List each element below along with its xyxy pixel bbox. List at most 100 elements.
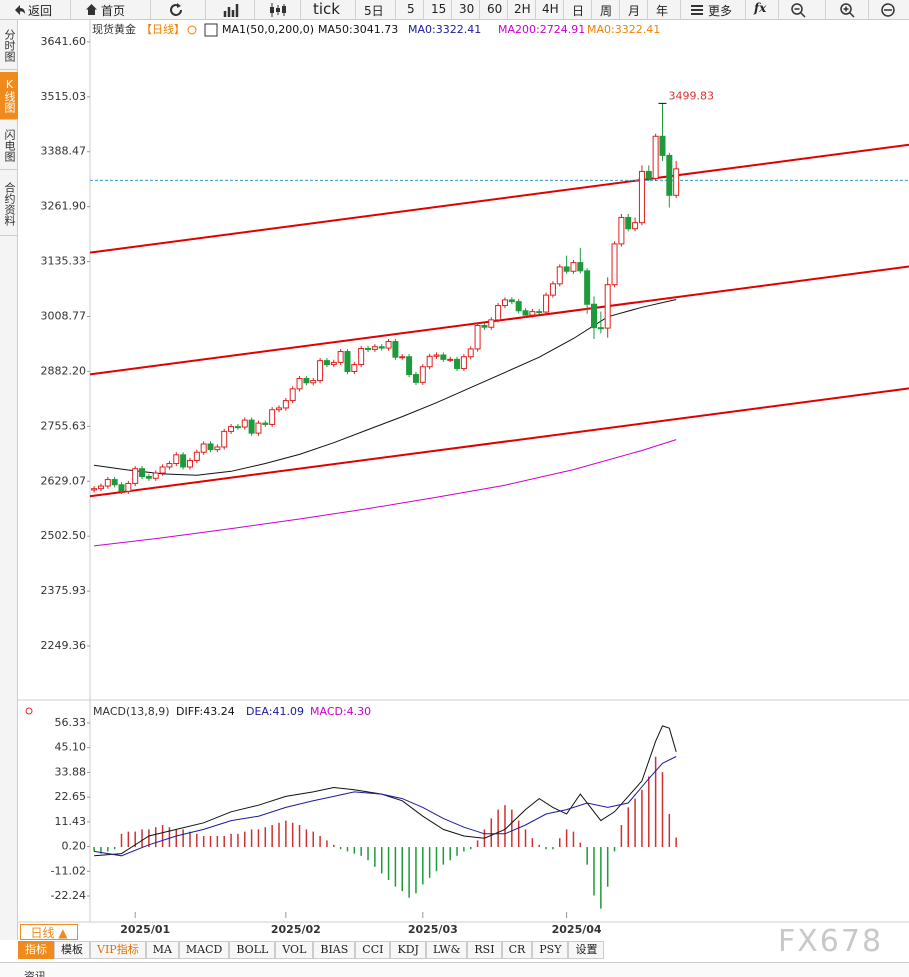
candle-body	[91, 488, 98, 491]
x-tick-label: 2025/03	[408, 923, 458, 936]
candle-body	[481, 325, 488, 328]
candle-body	[508, 299, 515, 303]
indicator-tab[interactable]: MA	[145, 941, 179, 959]
period-button[interactable]: tick	[313, 0, 340, 18]
x-tick-label: 2025/04	[552, 923, 602, 936]
period-button[interactable]: 日	[572, 4, 585, 18]
candle-body	[186, 459, 193, 468]
indicator-tab[interactable]: BOLL	[229, 941, 276, 959]
y-tick-label: 2755.63	[41, 419, 87, 432]
indicator-tab[interactable]: MACD	[178, 941, 230, 959]
y-tick-label: 3388.47	[41, 145, 87, 158]
y-tick-label: 22.65	[55, 790, 87, 803]
indicator-label: MA0:3322.41	[408, 23, 481, 36]
side-tab[interactable]: 合约资料	[0, 172, 18, 236]
y-tick-label: 3261.90	[41, 200, 87, 213]
period-button[interactable]: 周	[600, 4, 613, 18]
candle-body	[241, 419, 248, 428]
candle-body	[385, 341, 392, 349]
candle-body	[515, 301, 522, 312]
zoom-in-button[interactable]	[839, 2, 855, 18]
candle-body	[625, 216, 632, 230]
candle-body	[159, 466, 166, 474]
candle-body	[433, 354, 440, 357]
candle-body	[543, 294, 550, 313]
indicator-tab[interactable]: PSY	[532, 941, 569, 959]
indicator-tab[interactable]: CCI	[355, 941, 391, 959]
candle-body	[632, 222, 639, 230]
y-tick-label: 3515.03	[41, 90, 87, 103]
period-button[interactable]: 5	[407, 2, 415, 16]
candle-body	[426, 355, 433, 368]
candle-body	[638, 170, 645, 224]
zoom-out-button[interactable]	[790, 2, 806, 18]
refresh-button[interactable]	[168, 2, 184, 18]
candle-body	[673, 168, 680, 196]
add-icon[interactable]	[187, 25, 197, 35]
chart-title: 现货黄金	[92, 22, 136, 36]
candle-body	[645, 170, 652, 179]
indicator-tab[interactable]: CR	[501, 941, 533, 959]
side-tab[interactable]: 分时图	[0, 22, 18, 70]
indicator-line	[94, 756, 677, 857]
y-tick-label: -22.24	[51, 889, 86, 902]
candle-button[interactable]	[268, 2, 288, 18]
candle-body	[139, 468, 146, 478]
fullscreen-button[interactable]	[879, 2, 897, 18]
candle-body	[303, 377, 310, 384]
candle-body	[282, 400, 289, 409]
period-button[interactable]: 2H	[514, 2, 531, 16]
bar-chart-button[interactable]	[223, 2, 241, 18]
indicator-tab[interactable]: KDJ	[390, 941, 426, 959]
indicator-tab[interactable]: 设置	[568, 941, 605, 959]
side-tab[interactable]: 闪电图	[0, 122, 18, 170]
period-button[interactable]: 年	[656, 4, 669, 18]
fx-button[interactable]: fx	[754, 1, 767, 15]
candle-body	[536, 311, 543, 314]
period-button[interactable]: 30	[459, 2, 475, 16]
indicator-tab[interactable]: VIP指标	[90, 941, 146, 959]
more-button[interactable]: 更多	[708, 4, 733, 18]
candle-body	[563, 266, 570, 272]
candle-body	[289, 388, 296, 402]
period-button[interactable]: 4H	[542, 2, 559, 16]
indicator-icon[interactable]	[204, 23, 218, 37]
candle-body	[296, 377, 303, 390]
period-button[interactable]: 月	[628, 4, 641, 18]
back-icon	[15, 5, 25, 15]
side-tab[interactable]: K线图	[0, 72, 18, 120]
candle-body	[577, 262, 584, 272]
period-select[interactable]: 日线 ▲	[20, 924, 78, 940]
candle-body	[180, 454, 187, 468]
candle-body	[570, 262, 577, 272]
y-tick-label: 2502.50	[41, 529, 87, 542]
indicator-tab[interactable]: VOL	[275, 941, 314, 959]
period-button[interactable]: 60	[487, 2, 503, 16]
home-button[interactable]: 首页	[101, 4, 126, 18]
indicator-label: DEA:41.09	[246, 705, 304, 718]
y-tick-label: 2249.36	[41, 639, 87, 652]
watermark: FX678	[778, 924, 884, 959]
y-tick-label: -11.02	[51, 864, 86, 877]
candle-body	[248, 419, 255, 434]
period-button[interactable]: 15	[431, 2, 447, 16]
indicator-tab[interactable]: 模板	[54, 941, 90, 959]
candle-body	[104, 479, 111, 487]
period-button[interactable]: 5日	[364, 4, 384, 18]
candle-body	[193, 451, 200, 461]
indicator-tab[interactable]: BIAS	[313, 941, 356, 959]
bottom-tab[interactable]: 资讯	[24, 970, 46, 977]
candle-body	[474, 325, 481, 350]
candle-body	[166, 462, 173, 468]
candle-body	[467, 348, 474, 358]
candle-body	[145, 476, 152, 479]
settings-icon[interactable]	[25, 707, 33, 715]
back-button[interactable]: 返回	[28, 4, 53, 18]
candle-body	[591, 303, 597, 329]
indicator-tab[interactable]: RSI	[467, 941, 502, 959]
indicator-tab[interactable]: 指标	[18, 941, 54, 959]
indicator-tab[interactable]: LW&	[425, 941, 468, 959]
candle-body	[337, 351, 344, 363]
sidebar: 分时图 K线图 闪电图 合约资料	[0, 20, 18, 940]
